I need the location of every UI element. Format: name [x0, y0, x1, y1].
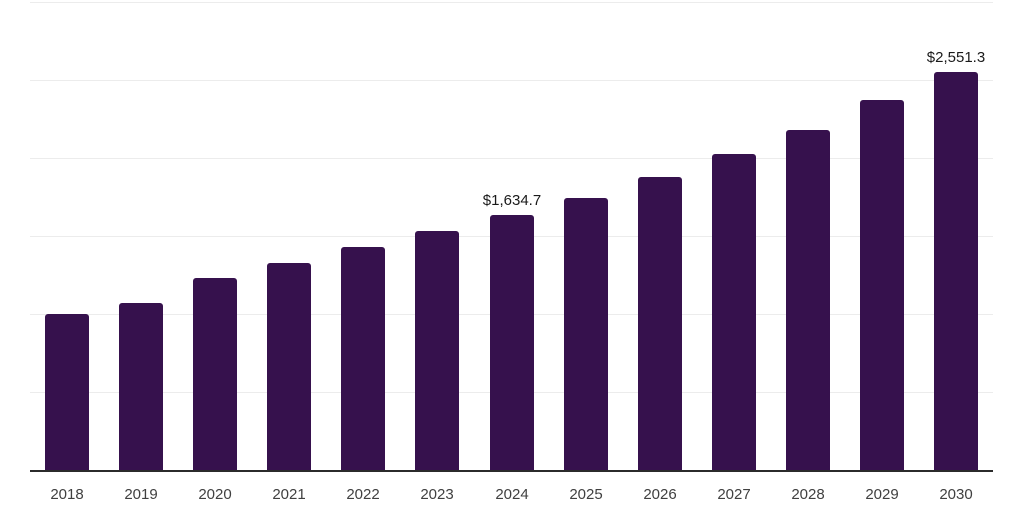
- bar-2024: [490, 215, 534, 470]
- bar-2021: [267, 263, 311, 470]
- bar-2029: [860, 100, 904, 470]
- x-tick-label-2021: 2021: [272, 486, 306, 503]
- x-tick-label-2028: 2028: [791, 486, 825, 503]
- x-tick-label-2025: 2025: [569, 486, 603, 503]
- x-tick-label-2020: 2020: [198, 486, 232, 503]
- bar-2019: [119, 303, 163, 470]
- gridline: [30, 2, 993, 3]
- x-tick-label-2019: 2019: [124, 486, 158, 503]
- gridline: [30, 158, 993, 159]
- bar-value-label-2030: $2,551.3: [926, 49, 986, 66]
- x-axis-line: [30, 470, 993, 472]
- bar-2018: [45, 314, 89, 470]
- bar-2023: [415, 231, 459, 470]
- gridline: [30, 80, 993, 81]
- bar-2020: [193, 278, 237, 470]
- bar-2028: [786, 130, 830, 470]
- x-tick-label-2029: 2029: [865, 486, 899, 503]
- x-tick-label-2026: 2026: [643, 486, 677, 503]
- x-tick-label-2024: 2024: [495, 486, 529, 503]
- bar-2026: [638, 177, 682, 470]
- bar-2030: [934, 72, 978, 470]
- x-tick-label-2022: 2022: [346, 486, 380, 503]
- bar-value-label-2024: $1,634.7: [482, 192, 542, 209]
- bar-2025: [564, 198, 608, 470]
- x-tick-label-2023: 2023: [420, 486, 454, 503]
- x-tick-label-2027: 2027: [717, 486, 751, 503]
- x-tick-label-2018: 2018: [50, 486, 84, 503]
- bar-2027: [712, 154, 756, 470]
- x-tick-label-2030: 2030: [939, 486, 973, 503]
- bar-2022: [341, 247, 385, 470]
